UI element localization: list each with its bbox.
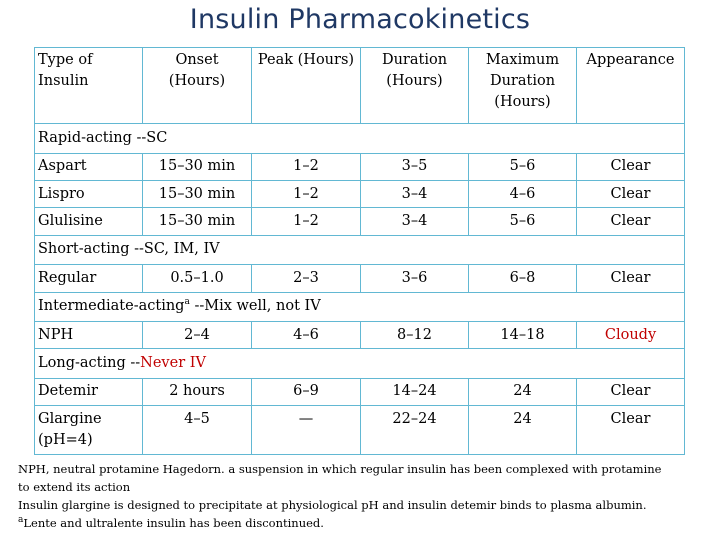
cell-peak: 2–3 [251, 264, 361, 293]
cell-appearance: Clear [576, 377, 685, 407]
cell-duration: 3–5 [360, 152, 469, 181]
section-label: Long-acting --Never IV [34, 348, 685, 379]
section-label: Intermediate-actinga --Mix well, not IV [34, 291, 685, 322]
section-label: Rapid-acting --SC [34, 123, 685, 154]
header-appearance: Appearance [576, 46, 685, 125]
cell-onset: 15–30 min [142, 152, 252, 181]
header-peak: Peak (Hours) [251, 46, 361, 125]
section-route: --SC, IM, IV [129, 241, 220, 258]
section-name: Rapid-acting [38, 129, 132, 146]
section-name: Short-acting [38, 241, 130, 258]
table-row: NPH 2–4 4–6 8–12 14–18 Cloudy [34, 320, 685, 350]
cell-onset: 2 hours [142, 377, 252, 407]
cell-appearance: Clear [576, 179, 685, 209]
table-row: Glulisine 15–30 min 1–2 3–4 5–6 Clear [34, 207, 685, 236]
page-title: Insulin Pharmacokinetics [189, 4, 531, 35]
cell-peak: 4–6 [251, 320, 361, 350]
cell-duration: 3–4 [360, 207, 469, 236]
cell-type: Glulisine [34, 207, 143, 236]
header-duration: Duration (Hours) [360, 46, 469, 125]
section-route: --Mix well, not IV [189, 298, 321, 315]
table-row: Detemir 2 hours 6–9 14–24 24 Clear [34, 377, 685, 407]
cell-appearance: Clear [576, 264, 685, 293]
cell-onset: 4–5 [142, 405, 252, 455]
section-name: Long-acting [38, 355, 126, 372]
cell-max-duration: 24 [468, 405, 577, 455]
cell-peak: 6–9 [251, 377, 361, 407]
footnotes: NPH, neutral protamine Hagedorn. a suspe… [18, 460, 708, 532]
section-row-intermediate: Intermediate-actinga --Mix well, not IV [34, 291, 685, 322]
cell-duration: 14–24 [360, 377, 469, 407]
cell-onset: 2–4 [142, 320, 252, 350]
cell-type: Aspart [34, 152, 143, 181]
section-route-warning: Never IV [140, 355, 206, 372]
cell-appearance: Clear [576, 152, 685, 181]
section-row-rapid: Rapid-acting --SC [34, 123, 685, 154]
cell-appearance: Clear [576, 405, 685, 455]
footnote-line: aLente and ultralente insulin has been d… [18, 514, 708, 532]
cell-max-duration: 4–6 [468, 179, 577, 209]
cell-peak: 1–2 [251, 207, 361, 236]
header-row: Type of Insulin Onset (Hours) Peak (Hour… [34, 46, 685, 125]
cell-max-duration: 6–8 [468, 264, 577, 293]
cell-onset: 0.5–1.0 [142, 264, 252, 293]
cell-duration: 3–6 [360, 264, 469, 293]
footnote-line: to extend its action [18, 480, 131, 494]
footnote-text: Lente and ultralente insulin has been di… [23, 516, 324, 530]
cell-type: Lispro [34, 179, 143, 209]
cell-type: NPH [34, 320, 143, 350]
table-row: Glargine (pH=4) 4–5 — 22–24 24 Clear [34, 405, 685, 455]
section-name: Intermediate-acting [38, 298, 185, 315]
section-label: Short-acting --SC, IM, IV [34, 234, 685, 266]
cell-max-duration: 5–6 [468, 152, 577, 181]
cell-duration: 8–12 [360, 320, 469, 350]
table-row: Aspart 15–30 min 1–2 3–5 5–6 Clear [34, 152, 685, 181]
cell-duration: 3–4 [360, 179, 469, 209]
table-row: Regular 0.5–1.0 2–3 3–6 6–8 Clear [34, 264, 685, 293]
cell-max-duration: 24 [468, 377, 577, 407]
cell-type: Glargine (pH=4) [34, 405, 143, 455]
footnote-marker: a [184, 297, 190, 308]
footnote-line: Insulin glargine is designed to precipit… [18, 498, 647, 512]
cell-appearance: Cloudy [576, 320, 685, 350]
header-type: Type of Insulin [34, 46, 143, 125]
footnote-line: NPH, neutral protamine Hagedorn. a suspe… [18, 462, 662, 476]
cell-onset: 15–30 min [142, 207, 252, 236]
cell-type: Regular [34, 264, 143, 293]
cell-duration: 22–24 [360, 405, 469, 455]
section-route: --SC [131, 129, 168, 146]
header-max-duration: Maximum Duration (Hours) [468, 46, 577, 125]
cell-type: Detemir [34, 377, 143, 407]
insulin-table: Type of Insulin Onset (Hours) Peak (Hour… [34, 46, 685, 455]
header-onset: Onset (Hours) [142, 46, 252, 125]
cell-onset: 15–30 min [142, 179, 252, 209]
section-route: -- [125, 355, 141, 372]
cell-peak: 1–2 [251, 152, 361, 181]
cell-max-duration: 5–6 [468, 207, 577, 236]
cell-peak: 1–2 [251, 179, 361, 209]
footnote-marker: a [18, 515, 24, 526]
cell-peak: — [251, 405, 361, 455]
cell-max-duration: 14–18 [468, 320, 577, 350]
section-row-short: Short-acting --SC, IM, IV [34, 234, 685, 266]
section-row-long: Long-acting --Never IV [34, 348, 685, 379]
table-row: Lispro 15–30 min 1–2 3–4 4–6 Clear [34, 179, 685, 209]
cell-appearance: Clear [576, 207, 685, 236]
